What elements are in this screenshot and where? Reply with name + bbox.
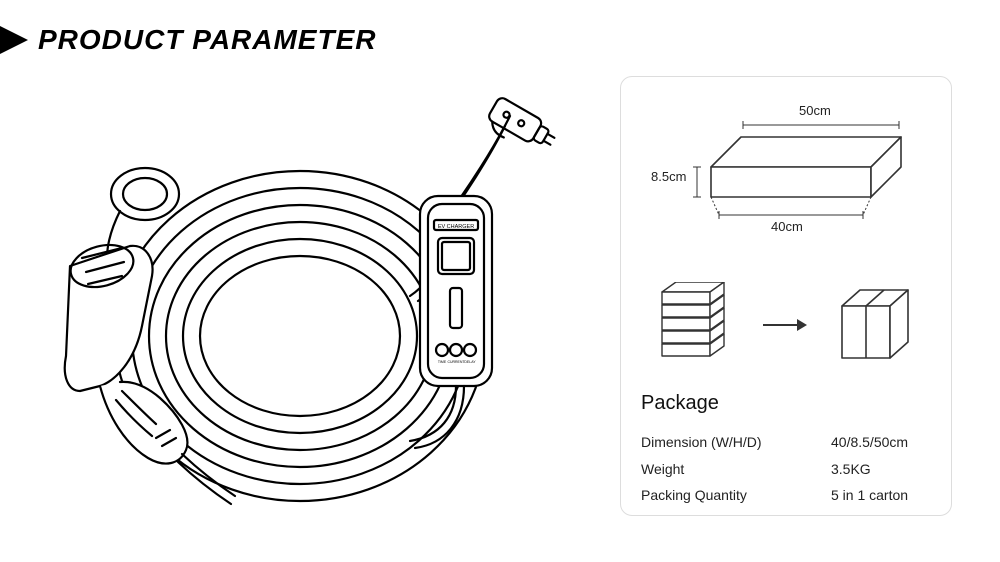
content-area: EV CHARGER TIME CURRENT DELAY — [0, 56, 1000, 546]
single-carton-icon — [834, 282, 918, 368]
arrow-right-icon — [759, 315, 809, 335]
box-width-label: 50cm — [799, 103, 831, 118]
spec-value: 40/8.5/50cm — [831, 429, 931, 456]
arrow-marker-icon — [0, 26, 28, 54]
box-height-label: 8.5cm — [651, 169, 686, 184]
package-title: Package — [641, 392, 931, 415]
svg-text:DELAY: DELAY — [464, 360, 476, 364]
spec-row: Weight 3.5KG — [641, 456, 931, 483]
spec-row: Dimension (W/H/D) 40/8.5/50cm — [641, 429, 931, 456]
product-diagram: EV CHARGER TIME CURRENT DELAY — [40, 76, 590, 526]
svg-text:TIME: TIME — [438, 360, 447, 364]
page-title: PRODUCT PARAMETER — [38, 24, 376, 56]
stacked-boxes-icon — [654, 282, 734, 368]
package-box-diagram: 50cm 8.5cm 40cm — [641, 97, 931, 262]
spec-value: 3.5KG — [831, 456, 931, 483]
device-label: EV CHARGER — [438, 224, 474, 230]
spec-value: 5 in 1 carton — [831, 482, 931, 509]
box-depth-label: 40cm — [771, 219, 803, 234]
spec-label: Dimension (W/H/D) — [641, 429, 831, 456]
spec-row: Packing Quantity 5 in 1 carton — [641, 482, 931, 509]
package-panel: 50cm 8.5cm 40cm — [620, 76, 952, 516]
header: PRODUCT PARAMETER — [0, 0, 1000, 56]
carton-packing-diagram — [641, 280, 931, 370]
spec-list: Dimension (W/H/D) 40/8.5/50cm Weight 3.5… — [641, 429, 931, 509]
spec-label: Packing Quantity — [641, 482, 831, 509]
svg-text:CURRENT: CURRENT — [447, 360, 465, 364]
spec-label: Weight — [641, 456, 831, 483]
ev-charger-line-art: EV CHARGER TIME CURRENT DELAY — [40, 76, 590, 526]
